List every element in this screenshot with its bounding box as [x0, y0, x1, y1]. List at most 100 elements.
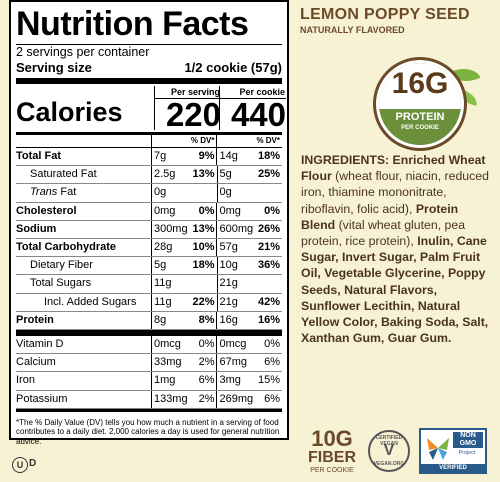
nutrient-dv: 0% — [198, 204, 215, 217]
nutrient-label: Cholesterol — [16, 204, 77, 217]
nutrient-serving-cell: 0g — [151, 184, 217, 202]
nutrient-dv: 13% — [192, 168, 215, 181]
nutrient-serving-cell: 33mg 2% — [150, 354, 217, 372]
nutrient-cookie-cell: 0g — [216, 184, 283, 202]
nutrient-dv: 9% — [198, 150, 215, 162]
calories-per-cookie: Per cookie 440 — [219, 86, 286, 131]
nutrient-serving-cell: 5g 18% — [151, 257, 217, 275]
nutrient-dv: 42% — [257, 295, 280, 308]
nutrient-cookie-cell: 57g 21% — [216, 239, 282, 257]
nutrient-amount: 0g — [219, 186, 232, 199]
vitamin-table: Vitamin D 0mcg 0% 0mcg 0% Calcium 33mg 2% 67mg 6%… — [16, 336, 282, 409]
nutrient-amount: 8g — [153, 313, 167, 326]
nutrient-label: Protein — [16, 313, 54, 326]
nutrient-serving-cell: 8g 8% — [150, 311, 217, 330]
nutrient-serving-cell: 2.5g 13% — [151, 166, 217, 184]
dv-header-cookie: % DV* — [216, 135, 282, 147]
nutrient-dv: 2% — [198, 392, 215, 405]
nutrient-amount: 21g — [219, 277, 238, 290]
nutrient-row: Protein 8g 8% 16g 16% — [16, 311, 282, 331]
vitamin-row: Vitamin D 0mcg 0% 0mcg 0% — [16, 336, 282, 355]
nutrient-amount: 33mg — [153, 356, 182, 369]
nutrient-row: Total Sugars 11g 21g — [16, 275, 283, 294]
nutrient-label: Potassium — [16, 392, 68, 405]
nutrient-dv: 6% — [198, 374, 215, 387]
fiber-per-cookie: PER COOKIE — [310, 467, 354, 474]
nutrient-amount: 600mg — [219, 222, 254, 235]
nutrient-label: Incl. Added Sugars — [44, 295, 137, 308]
nutrient-cookie-cell: 0mcg 0% — [216, 336, 282, 354]
nutrient-amount: 300mg — [153, 222, 188, 235]
nutrient-cookie-cell: 16g 16% — [216, 311, 282, 330]
nutrient-amount: 133mg — [153, 392, 188, 405]
ingredients-list: INGREDIENTS: Enriched Wheat Flour (wheat… — [301, 152, 491, 346]
non-gmo-project-logo: NON GMO Project VERIFIED — [419, 428, 487, 474]
ingredient-text: INGREDIENTS: Enriched Wheat Flour — [301, 153, 486, 184]
nutrient-cookie-cell: 21g — [216, 275, 283, 293]
nutrient-row: Trans Fat 0g 0g — [16, 184, 283, 203]
nutrient-amount: 2.5g — [154, 168, 176, 181]
nutrient-amount: 28g — [153, 241, 173, 254]
protein-per-cookie: PER COOKIE — [401, 125, 439, 131]
nutrient-serving-cell: 1mg 6% — [150, 372, 217, 390]
nutrient-dv: 0% — [198, 338, 215, 351]
nutrient-row: Saturated Fat 2.5g 13% 5g 25% — [16, 166, 283, 185]
calories-label: Calories — [16, 97, 123, 127]
nutrient-serving-cell: 11g — [151, 275, 217, 293]
fiber-amount: 10G — [311, 426, 353, 451]
nutrient-dv: 13% — [192, 222, 215, 235]
nutrient-dv: 8% — [198, 313, 215, 326]
nutrient-cookie-cell: 3mg 15% — [216, 372, 282, 390]
nutrient-serving-cell: 133mg 2% — [150, 390, 217, 408]
nutrient-amount: 1mg — [153, 374, 176, 387]
ingredient-text: Inulin, Cane Sugar, Invert Sugar, Palm F… — [301, 234, 489, 346]
nutrient-amount: 269mg — [219, 392, 254, 405]
nutrient-row: Total Carbohydrate 28g 10% 57g 21% — [16, 239, 282, 258]
nutrition-title: Nutrition Facts — [16, 5, 249, 43]
daily-value-footnote: *The % Daily Value (DV) tells you how mu… — [16, 417, 280, 446]
nutrient-label: Iron — [16, 374, 35, 387]
nutrient-amount: 0mcg — [153, 338, 181, 351]
nutrient-serving-cell: 0mcg 0% — [150, 336, 217, 354]
vitamin-row: Iron 1mg 6% 3mg 15% — [16, 372, 282, 391]
certified-vegan-logo: CERTIFIED VEGAN V VEGAN.ORG — [368, 430, 410, 472]
nutrient-cookie-cell: 67mg 6% — [216, 354, 282, 372]
protein-badge: 16G PROTEIN PER COOKIE — [376, 60, 464, 148]
nutrient-row: Sodium 300mg 13% 600mg 26% — [16, 220, 282, 240]
verified-label: VERIFIED — [439, 465, 467, 471]
nutrient-dv: 0% — [264, 338, 281, 351]
nutrient-cookie-cell: 21g 42% — [216, 293, 282, 311]
nutrient-amount: 21g — [219, 295, 238, 308]
nutrient-dv: 6% — [264, 356, 281, 369]
vitamin-row: Calcium 33mg 2% 67mg 6% — [16, 354, 282, 373]
nutrient-label: Trans Fat — [30, 186, 77, 199]
nutrient-amount: 0g — [154, 186, 167, 199]
ingredient-text: Protein Blend — [301, 201, 459, 232]
nutrient-amount: 14g — [219, 150, 238, 162]
flavor-name: LEMON POPPY SEED — [300, 6, 470, 23]
per-cookie-header: Per cookie — [220, 86, 286, 99]
nutrient-dv: 22% — [192, 295, 215, 308]
serving-size-row: Serving size 1/2 cookie (57g) — [16, 60, 282, 76]
nutrient-cookie-cell: 10g 36% — [216, 257, 283, 275]
dv-header-row: % DV* % DV* — [16, 135, 282, 148]
nutrient-dv: 2% — [198, 356, 215, 369]
protein-amount: 16G — [391, 67, 449, 100]
nutrient-amount: 10g — [219, 259, 238, 272]
nutrient-amount: 11g — [154, 295, 172, 308]
nutrient-dv: 10% — [192, 241, 215, 254]
nutrient-cookie-cell: 5g 25% — [216, 166, 283, 184]
nutrient-amount: 11g — [154, 277, 172, 290]
nutrient-dv: 6% — [264, 392, 281, 405]
nutrient-amount: 5g — [154, 259, 167, 272]
nutrient-cookie-cell: 269mg 6% — [216, 390, 282, 408]
nutrient-label: Dietary Fiber — [30, 259, 93, 272]
nutrient-amount: 0mcg — [219, 338, 247, 351]
nutrient-row: Dietary Fiber 5g 18% 10g 36% — [16, 257, 283, 276]
nutrient-amount: 0mg — [153, 204, 176, 217]
ingredient-text: (wheat flour, niacin, reduced iron, thia… — [301, 169, 489, 216]
vegan-v-icon: V — [383, 442, 395, 459]
nutrient-label: Sodium — [16, 222, 57, 235]
nutrient-dv: 15% — [257, 374, 281, 387]
nutrient-amount: 57g — [219, 241, 238, 254]
